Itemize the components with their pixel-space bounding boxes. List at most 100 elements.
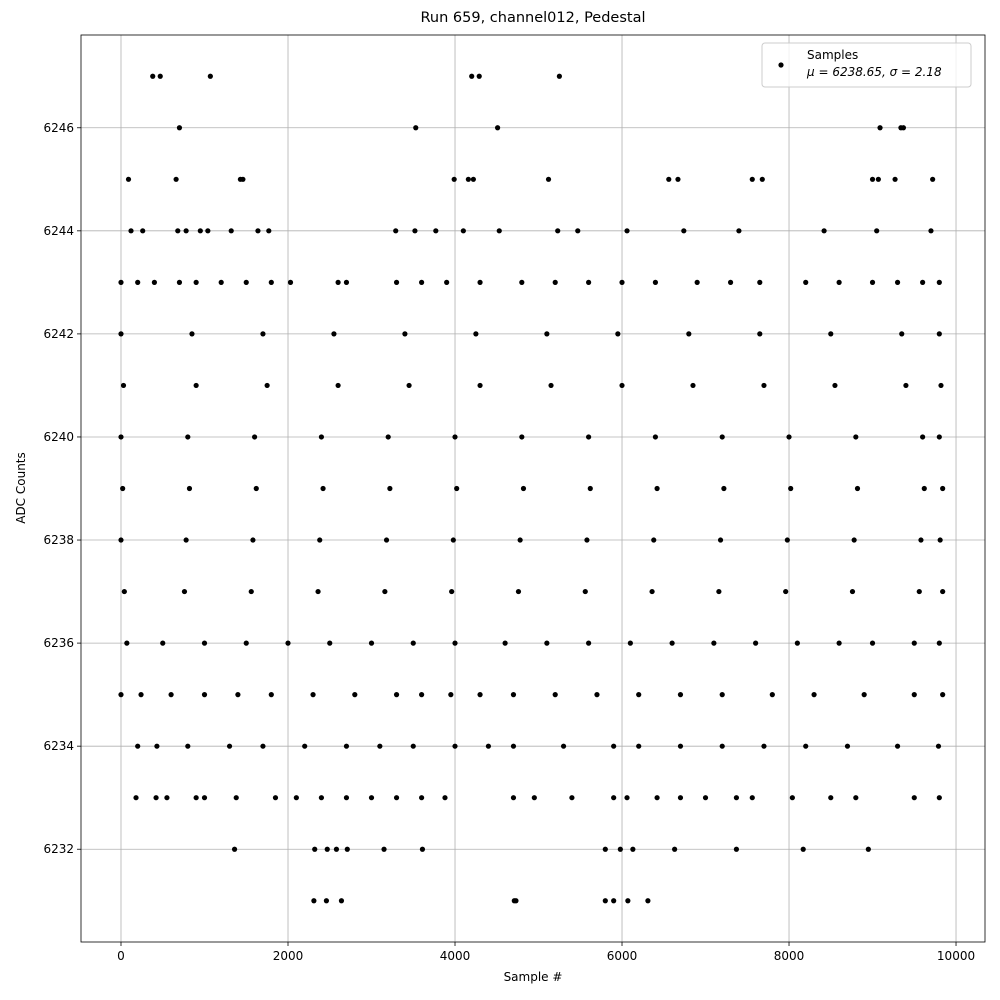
point [413,125,419,131]
point [615,331,621,337]
x-tick-label: 4000 [440,949,471,963]
point [853,795,859,801]
point [556,73,562,79]
point [248,588,254,595]
point [368,640,375,646]
point [677,795,684,801]
y-tick-label: 6246 [43,121,74,135]
point [936,331,942,337]
point [672,846,678,852]
point [602,846,608,852]
point [477,382,483,389]
point [515,588,522,595]
point [419,692,425,698]
point [189,331,195,337]
point [181,588,188,595]
point [544,640,550,646]
point [719,434,725,440]
point [624,795,630,801]
point [287,279,294,285]
point [510,795,517,801]
point [937,537,943,543]
point [383,537,390,543]
point [560,743,567,749]
point [911,795,917,801]
point [899,331,905,337]
point [502,640,508,646]
point [611,795,617,801]
point [318,795,325,801]
point [154,743,160,749]
point [266,228,272,234]
point [940,588,946,595]
point [118,434,124,440]
legend-box [761,42,972,88]
point [654,485,660,492]
point [448,692,454,698]
point [513,898,519,904]
point [727,279,734,285]
point [193,279,199,285]
point [193,382,199,389]
point [460,228,466,234]
point [260,743,266,749]
point [702,795,709,801]
point [343,795,350,801]
legend-marker [778,62,784,68]
point [517,537,523,543]
point [473,331,479,337]
point [494,125,501,131]
point [869,640,876,646]
point [510,692,517,698]
point [617,846,623,852]
point [761,382,767,389]
point [569,795,575,801]
point [721,485,727,492]
point [335,382,341,389]
point [293,795,299,801]
point [654,795,660,801]
point [118,331,124,337]
point [651,537,657,543]
point [393,692,400,698]
point [201,640,208,646]
point [602,898,608,904]
point [352,692,358,698]
point [940,692,946,698]
y-tick-label: 6238 [43,533,74,547]
point [231,846,238,852]
point [442,795,448,801]
y-axis-label: ADC Counts [14,452,28,524]
point [133,795,139,801]
point [324,846,330,852]
point [285,640,291,646]
x-tick-label: 10000 [937,949,975,963]
point [928,228,934,234]
point [786,434,792,440]
point [302,743,308,749]
point [865,846,871,852]
point [344,846,350,852]
point [452,743,458,749]
point [368,795,375,801]
point [315,588,321,595]
point [327,640,333,646]
point [120,485,126,492]
point [828,795,834,801]
y-tick-label: 6236 [43,636,74,650]
point [719,743,725,749]
point [903,382,909,389]
point [677,743,684,749]
point [733,795,740,801]
point [510,743,517,749]
point [183,537,189,543]
point [555,228,561,234]
point [452,640,458,646]
point [323,898,330,904]
point [183,228,189,234]
point [519,434,525,440]
point [936,795,942,801]
point [544,331,550,337]
point [118,537,124,543]
